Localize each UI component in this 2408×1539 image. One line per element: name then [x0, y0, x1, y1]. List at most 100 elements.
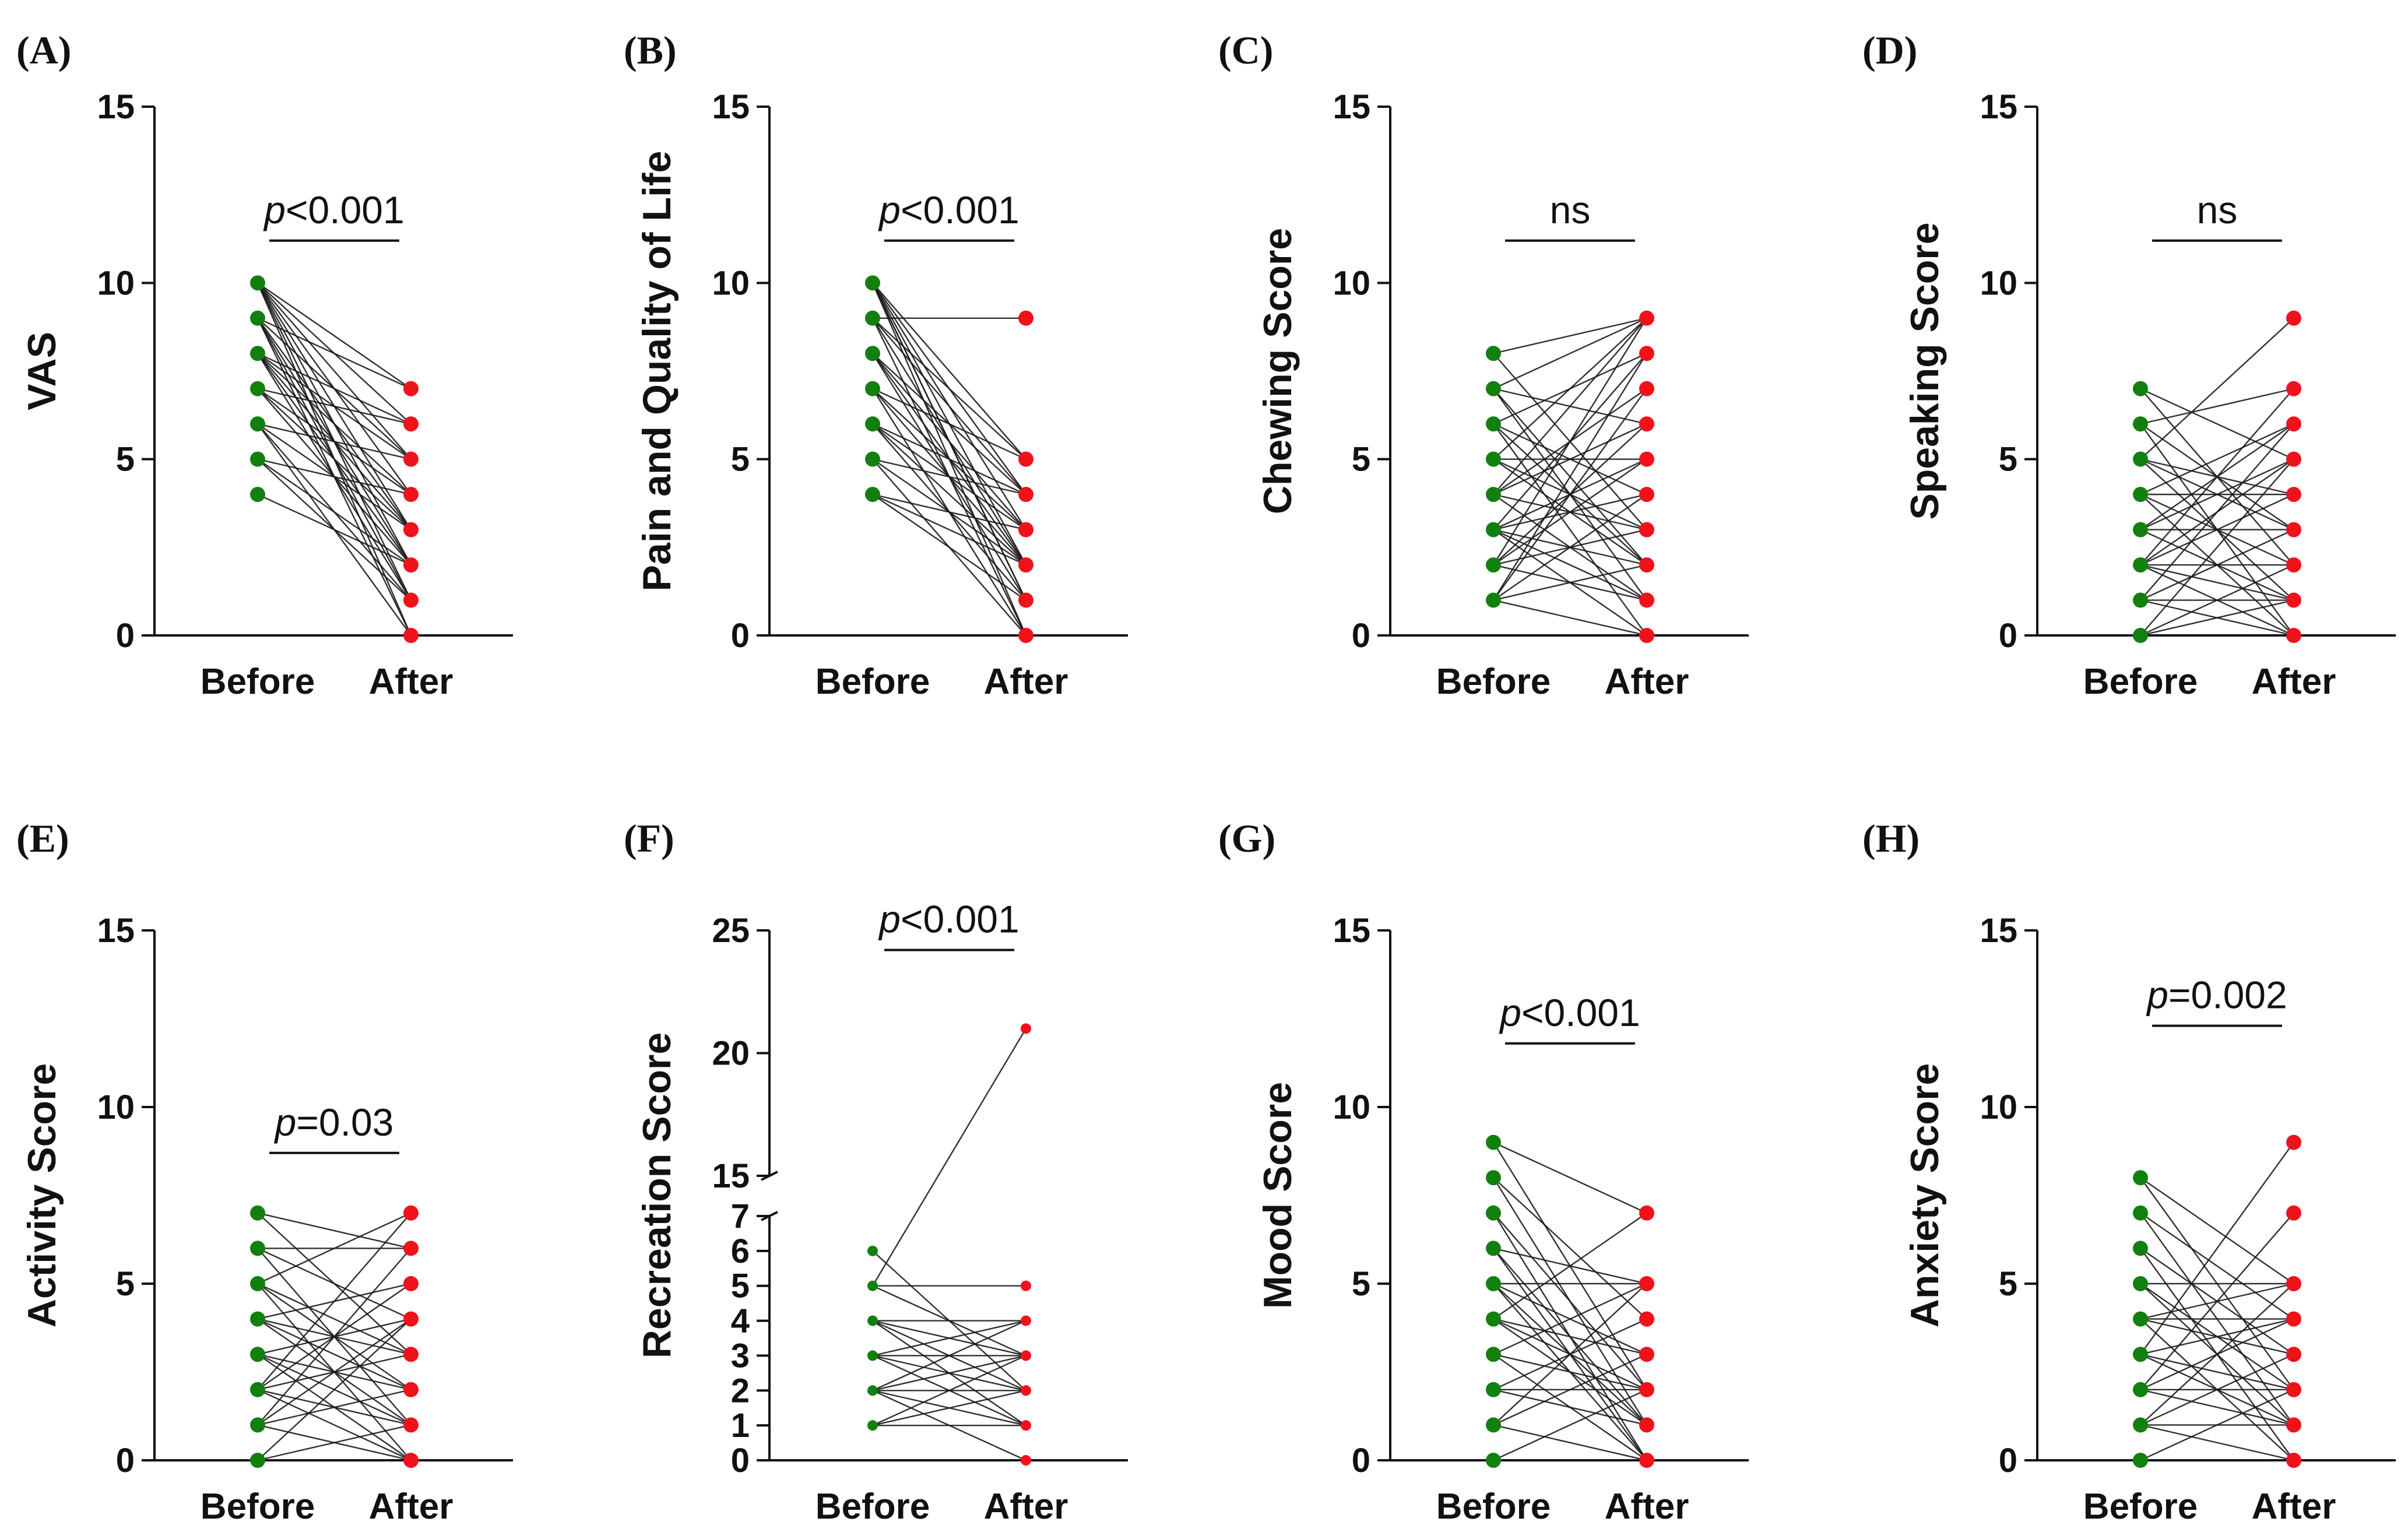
- paired-line: [1493, 1354, 1647, 1390]
- x-category-label: Before: [815, 662, 930, 702]
- before-point: [1486, 451, 1501, 467]
- significance-label: ns: [1550, 188, 1591, 231]
- after-point: [1639, 487, 1654, 503]
- paired-line: [872, 318, 1027, 495]
- after-point: [1639, 346, 1654, 361]
- x-category-label: After: [369, 1487, 454, 1527]
- after-point: [403, 487, 419, 503]
- paired-line: [1493, 599, 1647, 637]
- paired-line: [1492, 318, 1648, 565]
- y-tick-label: 0: [116, 1442, 135, 1480]
- paired-line: [257, 353, 412, 530]
- before-point: [1486, 1134, 1501, 1150]
- after-point: [2286, 557, 2301, 573]
- paired-line: [1493, 1318, 1647, 1355]
- after-point: [1639, 1311, 1654, 1327]
- paired-line: [2140, 529, 2294, 601]
- paired-line: [257, 1318, 412, 1426]
- y-tick-label: 25: [712, 912, 750, 950]
- before-point: [250, 381, 265, 396]
- after-point: [1639, 628, 1654, 643]
- y-tick-label: 5: [1352, 441, 1370, 479]
- paired-line: [872, 494, 1027, 601]
- paired-line: [1493, 1212, 1647, 1320]
- panel-a: (A) 0 5 10 15 VAS Before After p<0.001: [16, 28, 513, 702]
- after-point: [1021, 1023, 1031, 1034]
- significance-label: p=0.002: [2146, 974, 2287, 1017]
- y-tick-label: 0: [731, 617, 750, 655]
- paired-line: [872, 423, 1027, 496]
- before-point: [1486, 1311, 1501, 1327]
- after-point: [1018, 628, 1033, 643]
- paired-line: [2140, 1424, 2294, 1461]
- paired-line: [257, 282, 412, 460]
- y-tick-label: 15: [712, 1157, 750, 1195]
- paired-line: [1493, 529, 1647, 601]
- significance-label: p<0.001: [878, 188, 1019, 231]
- before-point: [2133, 1311, 2148, 1327]
- y-tick-label: 15: [1333, 88, 1370, 126]
- y-tick-label: 10: [1980, 1088, 2017, 1126]
- panel-label: (E): [16, 816, 69, 860]
- y-axis-label: Anxiety Score: [1903, 1063, 1947, 1328]
- paired-line: [872, 317, 1027, 460]
- x-category-label: Before: [1436, 1487, 1551, 1527]
- before-point: [2133, 1205, 2148, 1221]
- panel-e: (E) 0 5 10 15 Activity Score Before After p=0.03: [16, 816, 513, 1527]
- before-point: [250, 346, 265, 361]
- after-point: [1639, 1347, 1654, 1362]
- before-point: [1486, 1241, 1501, 1256]
- after-point: [1639, 310, 1654, 326]
- paired-line: [2140, 599, 2294, 637]
- y-tick-label: 10: [1333, 1088, 1370, 1126]
- after-point: [1021, 1385, 1031, 1396]
- after-point: [1639, 1276, 1654, 1291]
- significance-label: p<0.001: [1499, 991, 1640, 1034]
- x-category-label: After: [2252, 1487, 2336, 1527]
- after-point: [1639, 1417, 1654, 1433]
- y-tick-label: 0: [1352, 1442, 1370, 1480]
- significance-label: p<0.001: [263, 188, 404, 231]
- before-point: [250, 416, 265, 432]
- y-tick-label: 4: [731, 1302, 750, 1340]
- paired-line: [2140, 1177, 2294, 1284]
- before-point: [867, 1315, 878, 1326]
- y-tick-label: 5: [731, 441, 750, 479]
- after-point: [403, 1382, 419, 1397]
- panel-h: (H) 0 5 10 15 Anxiety Score Before After p=0.002: [1862, 816, 2396, 1527]
- before-point: [1486, 487, 1501, 503]
- after-point: [2286, 487, 2301, 503]
- paired-line: [2140, 564, 2294, 637]
- paired-line: [872, 458, 1027, 496]
- before-point: [2133, 522, 2148, 537]
- after-point: [1639, 451, 1654, 467]
- after-point: [1018, 592, 1033, 608]
- after-point: [403, 1276, 419, 1291]
- after-point: [1018, 310, 1033, 326]
- x-category-label: After: [1605, 1487, 1689, 1527]
- paired-line: [1493, 1424, 1647, 1461]
- before-point: [2133, 1347, 2148, 1362]
- y-tick-label: 15: [1333, 912, 1370, 950]
- paired-line: [256, 282, 412, 636]
- paired-line: [1493, 423, 1647, 565]
- before-point: [250, 1276, 265, 1291]
- paired-line: [1493, 458, 1647, 566]
- after-point: [403, 416, 419, 432]
- y-tick-label: 5: [1999, 441, 2017, 479]
- y-tick-label: 1: [731, 1407, 750, 1445]
- before-point: [865, 275, 880, 291]
- panel-label: (C): [1218, 28, 1273, 72]
- y-tick-label: 3: [731, 1337, 750, 1375]
- after-point: [403, 381, 419, 396]
- after-point: [403, 1417, 419, 1433]
- paired-line: [2140, 423, 2294, 496]
- paired-line: [2140, 458, 2294, 636]
- after-point: [403, 1347, 419, 1362]
- y-tick-label: 10: [1980, 264, 2017, 302]
- paired-line: [257, 1248, 412, 1320]
- y-tick-label: 15: [97, 88, 135, 126]
- y-tick-label: 5: [1352, 1265, 1370, 1303]
- after-point: [1021, 1280, 1031, 1291]
- x-category-label: After: [2252, 662, 2336, 702]
